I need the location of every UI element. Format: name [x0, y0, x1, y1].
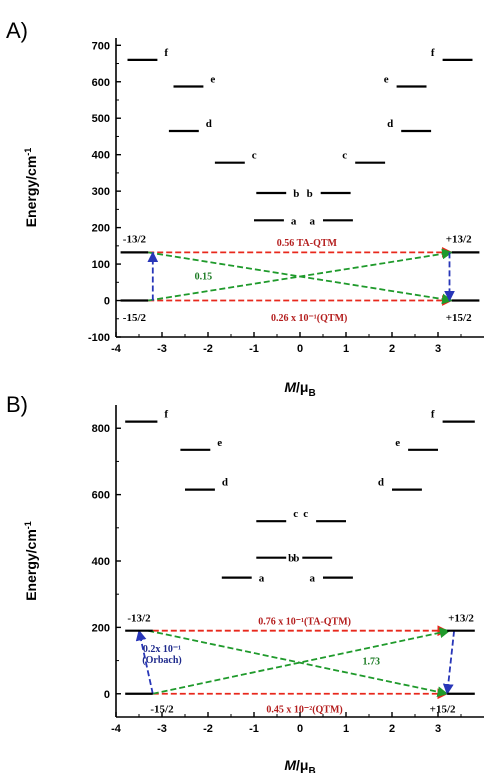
y-tick-label: 800 — [92, 423, 110, 435]
x-tick-label: 2 — [389, 343, 395, 355]
state-label: +13/2 — [446, 234, 472, 246]
panel-b: B) 0 200 400 600 800 -4 -3 -2 -1 0 1 2 3 Energy/cm-1 M/… — [6, 392, 484, 773]
x-axis-title: M/μB — [284, 757, 315, 773]
state-label: -13/2 — [123, 234, 147, 246]
x-tick-label: -3 — [157, 723, 167, 735]
y-tick-label: 0 — [104, 296, 110, 308]
level-label: f — [164, 409, 168, 421]
level-label: b — [293, 188, 299, 200]
x-tick-label: 0 — [297, 723, 303, 735]
rate-annotation: 0.56 TA-QTM — [277, 238, 338, 249]
x-tick-label: 1 — [343, 723, 349, 735]
level-label: e — [217, 437, 222, 449]
y-tick-label: 500 — [92, 113, 110, 125]
state-label: -15/2 — [123, 312, 147, 324]
level-label: f — [431, 409, 435, 421]
state-label: -15/2 — [150, 704, 174, 716]
x-tick-label: -2 — [203, 343, 213, 355]
rate-annotation: 0.15 — [195, 272, 213, 283]
y-tick-label: 600 — [92, 490, 110, 502]
y-tick-label: 0 — [104, 689, 110, 701]
rate-annotation: 1.73 — [363, 657, 381, 668]
y-tick-label: 400 — [92, 556, 110, 568]
x-tick-label: 3 — [435, 343, 441, 355]
y-tick-label: -100 — [88, 332, 110, 344]
x-tick-label: -3 — [157, 343, 167, 355]
x-tick-label: 2 — [389, 723, 395, 735]
level-label: a — [310, 573, 316, 585]
state-label: +15/2 — [430, 704, 456, 716]
rate-annotation: 0.26 x 10⁻¹(QTM) — [271, 313, 347, 324]
level-label: e — [384, 73, 389, 85]
x-tick-label: -2 — [203, 723, 213, 735]
level-label: d — [378, 477, 384, 489]
level-label: c — [342, 150, 347, 162]
green-transition-arrow — [148, 251, 453, 305]
x-tick-label: -1 — [249, 723, 259, 735]
x-tick-label: -4 — [111, 343, 122, 355]
y-tick-label: 200 — [92, 622, 110, 634]
blue-transition-arrow — [442, 630, 455, 695]
y-axis-title: Energy/cm-1 — [23, 521, 39, 601]
level-label: d — [222, 477, 228, 489]
blue-transition-arrow — [135, 629, 154, 694]
level-label: e — [395, 437, 400, 449]
rate-annotation: 0.45 x 10⁻²(QTM) — [266, 705, 342, 716]
y-tick-label: 300 — [92, 186, 110, 198]
x-tick-label: -1 — [249, 343, 259, 355]
level-label: a — [259, 573, 265, 585]
level-label: b — [293, 553, 299, 565]
y-tick-label: 200 — [92, 223, 110, 235]
rate-annotation: 0.2x 10⁻¹ — [143, 644, 181, 655]
rate-annotation: (Orbach) — [142, 655, 181, 666]
rate-annotation: 0.76 x 10⁻¹(TA-QTM) — [258, 617, 351, 628]
green-transition-arrow — [152, 627, 451, 695]
level-label: e — [210, 73, 215, 85]
level-label: c — [252, 150, 257, 162]
green-transition-arrow — [148, 629, 449, 698]
level-label: f — [431, 47, 435, 59]
y-axis-title: Energy/cm-1 — [23, 148, 39, 228]
level-label: a — [310, 215, 316, 227]
level-label: f — [164, 47, 168, 59]
level-label: c — [303, 508, 308, 520]
x-tick-label: 0 — [297, 343, 303, 355]
x-tick-label: 3 — [435, 723, 441, 735]
level-label: b — [307, 188, 313, 200]
x-tick-label: -4 — [111, 723, 122, 735]
state-label: -13/2 — [127, 612, 151, 624]
y-tick-label: 600 — [92, 77, 110, 89]
panel-a: A) -100 0 100 200 300 400 500 600 700 -4 -3 -2 -1 0 1 2 3… — [6, 18, 484, 399]
x-axis-title: M/μB — [284, 379, 315, 399]
state-label: +13/2 — [448, 612, 474, 624]
state-label: +15/2 — [446, 312, 472, 324]
y-tick-label: 400 — [92, 150, 110, 162]
panel-label: B) — [6, 392, 28, 417]
x-tick-label: 1 — [343, 343, 349, 355]
y-tick-label: 100 — [92, 259, 110, 271]
level-label: c — [293, 508, 298, 520]
panel-label: A) — [6, 18, 28, 43]
level-label: a — [291, 215, 297, 227]
level-label: b — [288, 553, 294, 565]
y-tick-label: 700 — [92, 40, 110, 52]
level-label: d — [387, 118, 393, 130]
level-label: d — [206, 118, 212, 130]
